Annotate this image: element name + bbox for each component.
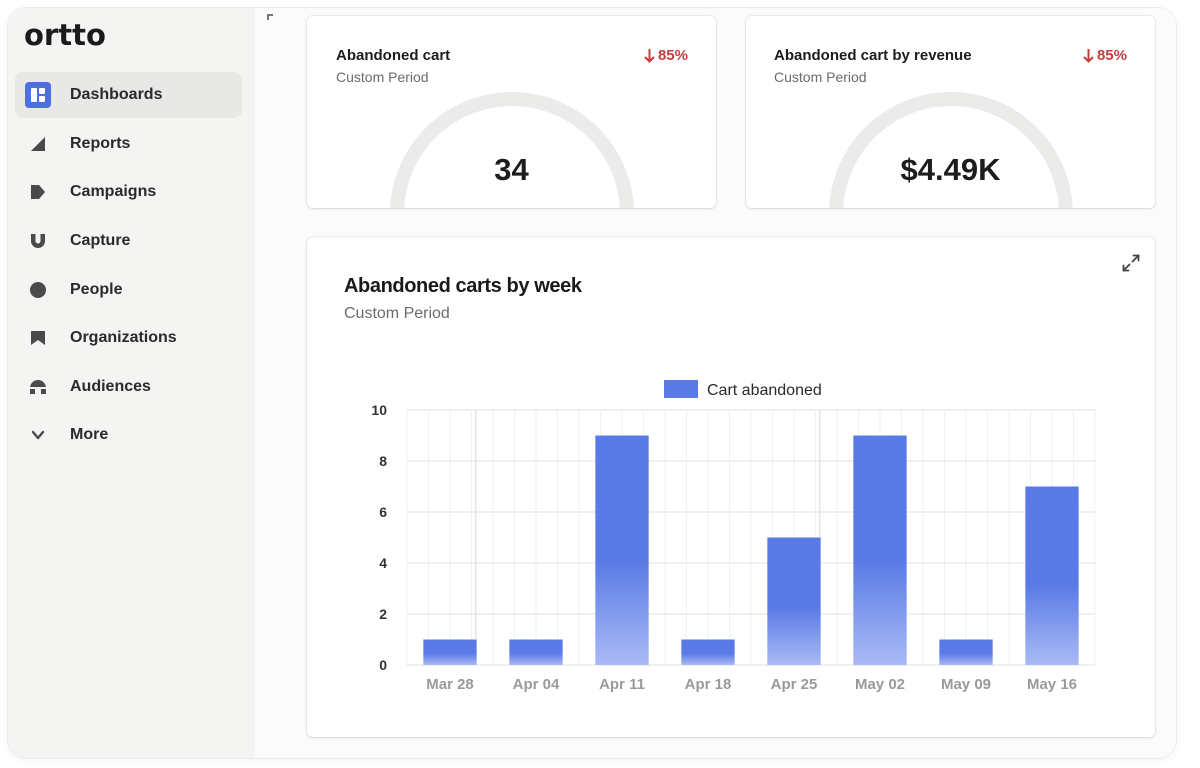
sidebar-item-audiences[interactable]: Audiences [15,364,242,410]
trend-value: 85% [1096,47,1127,64]
abandoned-cart-revenue-card[interactable]: Abandoned cart by revenue Custom Period … [746,16,1155,208]
gauge [829,92,1073,208]
x-tick-label: May 16 [1027,676,1077,693]
organizations-icon [25,325,51,351]
dashboard-icon [25,82,51,108]
chart-subtitle: Custom Period [344,305,450,322]
trend-value: 85% [657,47,688,64]
gauge-value: $4.49K [900,152,1001,187]
sidebar-item-dashboards[interactable]: Dashboards [15,72,242,118]
bar [1025,486,1079,665]
legend-label: Cart abandoned [707,382,822,399]
arrow-down-icon [1083,48,1094,63]
bar [681,639,735,665]
card-subtitle: Custom Period [336,69,429,85]
x-tick-label: Mar 28 [426,676,474,693]
y-tick-label: 6 [379,504,387,520]
x-tick-label: May 09 [941,676,991,693]
gauge [390,92,634,208]
trend-badge: 85% [644,47,688,64]
legend-swatch [664,380,698,398]
sidebar-item-label: Dashboards [70,86,163,103]
corner-marker [267,14,273,20]
bar-chart: 0 2 4 6 8 10 Mar 28 Apr 04 Apr 11 Apr 18 Apr 25 May… [371,380,1096,693]
sidebar-item-label: Capture [70,232,131,249]
card-subtitle: Custom Period [774,69,867,85]
card-title: Abandoned cart [336,47,451,64]
chevron-down-icon [25,422,51,448]
sidebar-item-capture[interactable]: Capture [15,218,242,264]
expand-icon[interactable] [1121,253,1141,273]
abandoned-cart-card[interactable]: Abandoned cart Custom Period 85% 34 [307,16,716,208]
sidebar-item-label: Audiences [70,378,151,395]
sidebar-item-label: More [70,426,109,443]
sidebar-item-more[interactable]: More [15,412,242,458]
sidebar-item-campaigns[interactable]: Campaigns [15,169,242,215]
abandoned-carts-by-week-card: Abandoned carts by week Custom Period 0 2… [307,237,1155,737]
sidebar-item-label: Organizations [70,329,177,346]
x-tick-label: Apr 11 [599,676,645,693]
y-tick-label: 0 [379,657,387,673]
sidebar-item-people[interactable]: People [15,267,242,313]
bar [853,435,907,665]
bar [595,435,649,665]
sidebar-item-reports[interactable]: Reports [15,121,242,167]
x-tick-label: Apr 25 [771,676,818,693]
y-tick-label: 10 [371,402,387,418]
app-window: ortto Dashboards Reports Campaig [8,8,1176,758]
people-icon [25,277,51,303]
bar [423,639,477,665]
campaigns-icon [25,179,51,205]
bar [939,639,993,665]
trend-badge: 85% [1083,47,1127,64]
sidebar-item-organizations[interactable]: Organizations [15,315,242,361]
y-tick-label: 4 [379,555,387,571]
capture-icon [25,228,51,254]
y-tick-label: 8 [379,453,387,469]
y-tick-label: 2 [379,606,387,622]
audiences-icon [25,374,51,400]
chart-title: Abandoned carts by week [344,275,582,297]
sidebar-item-label: Reports [70,135,131,152]
sidebar: ortto Dashboards Reports Campaig [8,8,255,758]
main-content: Abandoned cart Custom Period 85% 34 Aban… [255,8,1176,758]
sidebar-item-label: Campaigns [70,183,157,200]
reports-icon [25,131,51,157]
arrow-down-icon [644,48,655,63]
logo: ortto [24,18,106,52]
bar [509,639,563,665]
sidebar-item-label: People [70,281,123,298]
x-tick-label: Apr 04 [513,676,560,693]
x-tick-label: May 02 [855,676,905,693]
gauge-value: 34 [494,152,529,187]
x-tick-label: Apr 18 [685,676,732,693]
bar [767,537,821,665]
card-title: Abandoned cart by revenue [774,47,972,64]
